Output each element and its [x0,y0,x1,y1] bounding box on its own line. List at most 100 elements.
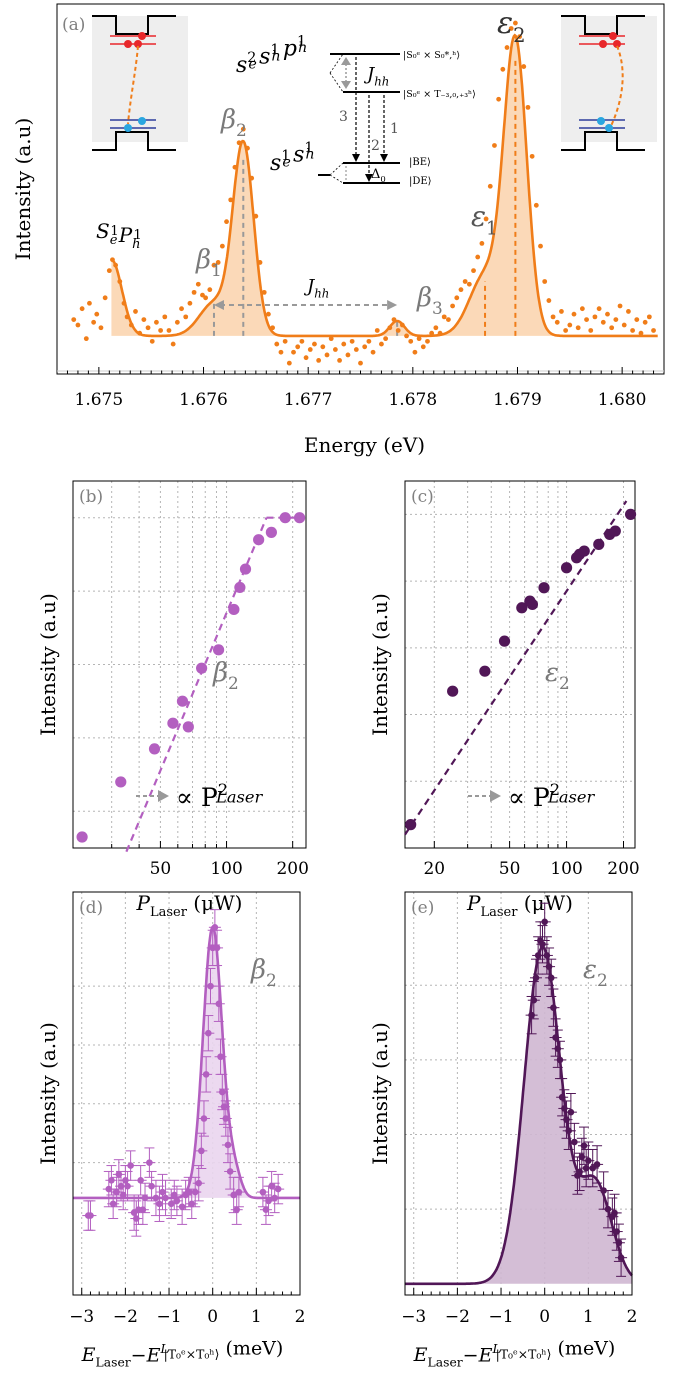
x-axis-title-part: − [463,1344,479,1366]
series-label-part: 2 [266,970,277,990]
data-point [578,1153,586,1161]
data-point [404,333,409,339]
data-point [420,344,426,350]
jhh-label: Jhh [303,276,329,300]
data-point [87,1212,94,1219]
data-point [257,260,263,265]
data-point [245,145,250,151]
data-point [132,1215,140,1222]
peak-label-eps1-part: 1 [486,218,498,239]
data-point [279,512,291,524]
transition-arrowhead [352,154,388,182]
series-label-part: β [212,658,228,688]
data-point [303,355,309,361]
data-point [113,1188,120,1196]
data-point [274,341,280,347]
data-point [173,1197,181,1205]
data-point [124,1182,131,1190]
lower-state-label-part: 1 [281,148,290,164]
data-point [496,96,502,102]
data-point [159,1188,166,1196]
data-point [558,1093,566,1101]
data-point [156,1200,163,1208]
peak-label-eps1-part: ε [471,200,486,233]
data-point [278,349,284,355]
data-point [624,508,637,520]
data-point [174,319,180,325]
data-point [561,1105,568,1112]
data-point [217,1053,224,1061]
data-point [117,279,123,284]
data-point [121,300,127,306]
inset-background [561,16,657,142]
electron-dot [613,40,621,48]
panel-c: 20 50 100 200 PLaser (μW) Intensity (a.u) (c) ε… [368,480,640,920]
x-tick-label: 50 [499,859,521,879]
x-axis-title-part: E [81,1344,96,1366]
data-point [226,1168,234,1175]
jhh-arrow-head [213,300,224,310]
x-tick-label: 1.676 [179,390,228,410]
delta-label-part: Δ [371,167,380,182]
data-point [547,974,555,982]
data-point [560,562,573,574]
data-point [162,314,168,320]
upper-state-label-part: h [298,40,307,56]
data-point [567,322,573,328]
data-point [541,918,548,926]
data-point [454,295,460,301]
data-point [429,330,435,336]
peak-label-sp-part: P [118,223,133,247]
data-point [145,325,151,331]
data-point [233,1206,241,1213]
data-point [179,306,184,312]
data-point [556,1056,564,1064]
data-point [571,1138,578,1146]
data-point [450,303,455,309]
data-point [604,1205,612,1213]
lower-state-label-part: s [270,151,281,176]
data-point [596,306,602,312]
data-point [198,1147,205,1155]
plot-frame [72,480,307,849]
panel-label: (b) [79,487,103,507]
data-point [332,347,338,352]
data-point [183,314,189,320]
data-point [634,317,640,322]
series-label-part: β [250,955,266,985]
data-point [626,309,631,314]
data-point [148,743,161,755]
peak-label-beta3-part: β [416,283,432,313]
upper-state-label-part: s [259,45,270,70]
upper-state-label-part: p [283,36,297,61]
data-point [630,328,636,333]
band-edge [92,15,176,35]
power-law-annotation-part: Laser [547,787,595,806]
x-axis-title-part: (meV) [219,1337,283,1359]
peak-label-eps1: ε1 [471,200,498,239]
data-point [405,819,417,831]
jhh-level-label: Jhh [363,64,389,88]
data-point [582,1164,590,1172]
data-point [170,1191,178,1199]
x-tick-label: 1 [251,1307,262,1327]
split-connector [329,162,344,184]
data-point [571,311,577,317]
data-point [185,1188,192,1196]
data-point [76,831,88,843]
data-point [222,1115,230,1122]
upper-state-label-part: e [248,57,256,73]
peak-label-beta3: β3 [416,283,443,318]
data-point [458,287,464,293]
data-point [383,336,389,342]
peak-label-sp-part: e [110,233,118,248]
power-law-fit [404,500,628,836]
data-point [528,1011,535,1019]
data-point [215,1000,223,1008]
data-point [149,338,155,344]
state-ket-label: |BE⟩ [409,157,431,168]
data-point [504,45,510,50]
data-point [253,534,265,546]
power-law-annotation-part: 2 [550,780,560,799]
